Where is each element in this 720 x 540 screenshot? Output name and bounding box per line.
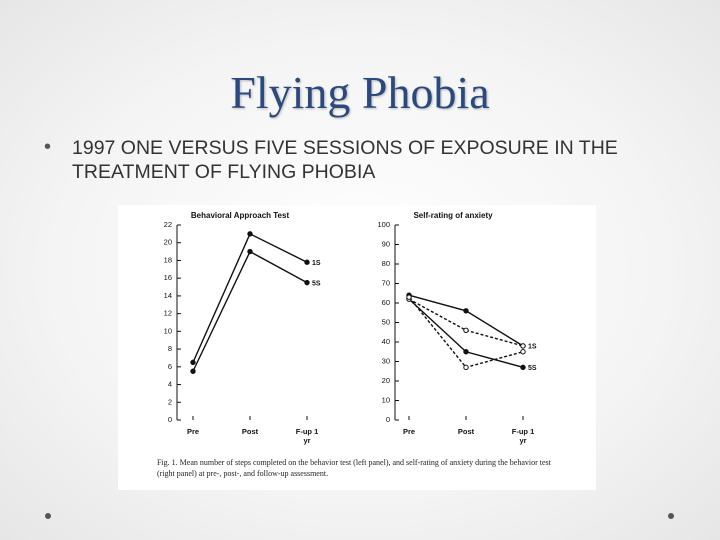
y-tick-label: 0	[168, 415, 172, 424]
series-label: 5S	[528, 365, 537, 372]
x-tick-label: F-up 1 yr	[511, 427, 535, 445]
y-tick-label: 10	[164, 326, 172, 335]
y-tick-label: 30	[382, 356, 390, 365]
series-line	[408, 294, 524, 347]
y-tick-label: 70	[382, 278, 390, 287]
y-tick-label: 14	[164, 291, 172, 300]
figure	[118, 205, 596, 490]
x-tick-label: F-up 1 yr	[295, 427, 319, 445]
y-tick-label: 20	[382, 376, 390, 385]
bullet-marker: •	[44, 136, 52, 158]
y-tick-label: 80	[382, 259, 390, 268]
data-point	[304, 279, 310, 286]
y-tick-label: 0	[386, 415, 390, 424]
data-point	[463, 349, 469, 355]
y-tick-label: 8	[168, 344, 172, 353]
y-tick-label: 12	[164, 309, 172, 318]
series-label: 1S	[312, 260, 321, 267]
data-point	[247, 231, 253, 237]
decor-dot	[668, 513, 674, 519]
x-tick-label: Pre	[186, 427, 200, 436]
y-tick-label: 50	[382, 317, 390, 326]
x-tick-label: Post	[457, 427, 475, 436]
y-tick-label: 6	[168, 362, 172, 371]
y-tick-label: 60	[382, 298, 390, 307]
data-point	[190, 359, 196, 366]
bullet-text: 1997 ONE VERSUS FIVE SESSIONS OF EXPOSUR…	[72, 137, 618, 183]
data-point	[463, 327, 469, 333]
data-point	[463, 364, 469, 371]
series-label: 5S	[312, 280, 321, 287]
y-tick-label: 22	[164, 220, 172, 229]
data-point	[304, 259, 310, 265]
chart-title: Self-rating of anxiety	[413, 211, 493, 220]
y-tick-label: 20	[164, 238, 172, 247]
y-tick-label: 90	[382, 239, 390, 248]
data-point	[520, 349, 526, 355]
slide-title: Flying Phobia	[230, 67, 490, 118]
data-point	[247, 248, 253, 255]
figure-caption: Fig. 1. Mean number of steps completed o…	[157, 458, 551, 478]
series-label: 1S	[528, 344, 537, 351]
data-point	[406, 294, 412, 300]
y-tick-label: 10	[382, 395, 390, 404]
series-line	[192, 250, 308, 372]
x-tick-label: Pre	[402, 427, 416, 436]
data-point	[520, 364, 526, 371]
chart-title: Behavioral Approach Test	[191, 211, 290, 220]
data-point	[190, 368, 196, 374]
decor-dot	[45, 513, 51, 519]
y-tick-label: 2	[168, 397, 172, 406]
y-tick-label: 40	[382, 337, 390, 346]
y-tick-label: 4	[168, 380, 172, 389]
data-point	[520, 343, 526, 349]
series-line	[408, 298, 524, 347]
y-tick-label: 100	[377, 220, 390, 229]
y-tick-label: 18	[164, 255, 172, 264]
x-tick-label: Post	[241, 427, 259, 436]
y-tick-label: 16	[164, 273, 172, 282]
data-point	[463, 308, 469, 314]
